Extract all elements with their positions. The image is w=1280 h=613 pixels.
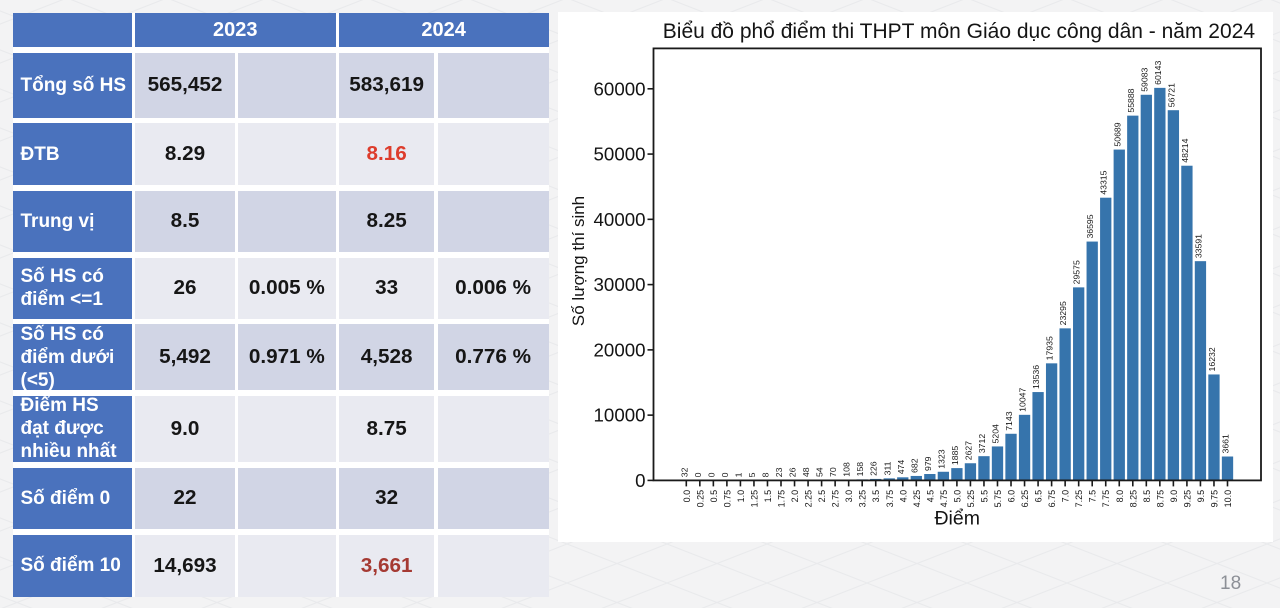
svg-text:54: 54 — [815, 467, 825, 477]
svg-text:7.0: 7.0 — [1061, 490, 1071, 503]
svg-text:70: 70 — [828, 467, 838, 477]
svg-text:4.5: 4.5 — [925, 490, 935, 503]
svg-text:6.5: 6.5 — [1034, 490, 1044, 503]
svg-text:7.5: 7.5 — [1088, 490, 1098, 503]
svg-text:0: 0 — [720, 472, 730, 477]
svg-text:2.5: 2.5 — [817, 490, 827, 503]
svg-text:23: 23 — [774, 467, 784, 477]
svg-text:1.0: 1.0 — [736, 490, 746, 503]
svg-text:2.25: 2.25 — [804, 490, 814, 508]
svg-text:6.0: 6.0 — [1007, 490, 1017, 503]
svg-text:23295: 23295 — [1058, 301, 1068, 325]
svg-text:7143: 7143 — [1004, 411, 1014, 430]
svg-text:4.75: 4.75 — [939, 490, 949, 508]
svg-text:60000: 60000 — [594, 78, 646, 99]
svg-text:9.25: 9.25 — [1182, 490, 1192, 508]
svg-text:0: 0 — [635, 470, 645, 491]
svg-text:6.25: 6.25 — [1020, 490, 1030, 508]
svg-text:7.25: 7.25 — [1074, 490, 1084, 508]
svg-text:13536: 13536 — [1031, 365, 1041, 389]
svg-text:9.75: 9.75 — [1209, 490, 1219, 508]
svg-text:9.5: 9.5 — [1196, 490, 1206, 503]
svg-text:1.5: 1.5 — [763, 490, 773, 503]
svg-text:1885: 1885 — [950, 446, 960, 465]
svg-text:29575: 29575 — [1072, 260, 1082, 284]
svg-text:7.75: 7.75 — [1101, 490, 1111, 508]
svg-text:0.0: 0.0 — [682, 490, 692, 503]
svg-text:55888: 55888 — [1126, 88, 1136, 112]
svg-text:33591: 33591 — [1193, 234, 1203, 258]
svg-text:26: 26 — [788, 467, 798, 477]
svg-text:5.25: 5.25 — [966, 490, 976, 508]
svg-text:20000: 20000 — [594, 339, 646, 360]
svg-text:50689: 50689 — [1112, 122, 1122, 146]
svg-text:Biểu đồ phổ điểm thi THPT môn: Biểu đồ phổ điểm thi THPT môn Giáo dục c… — [663, 20, 1256, 43]
svg-text:8.25: 8.25 — [1128, 490, 1138, 508]
svg-text:2.75: 2.75 — [831, 490, 841, 508]
svg-text:43315: 43315 — [1099, 170, 1109, 194]
svg-text:3.75: 3.75 — [885, 490, 895, 508]
svg-text:Số lượng thí sinh: Số lượng thí sinh — [569, 196, 588, 326]
svg-text:5204: 5204 — [990, 424, 1000, 443]
svg-text:48: 48 — [801, 467, 811, 477]
svg-text:682: 682 — [909, 458, 919, 473]
svg-text:48214: 48214 — [1180, 138, 1190, 162]
svg-text:4.0: 4.0 — [898, 490, 908, 503]
svg-text:8.0: 8.0 — [1115, 490, 1125, 503]
svg-text:2.0: 2.0 — [790, 490, 800, 503]
svg-text:40000: 40000 — [594, 209, 646, 230]
svg-text:2627: 2627 — [963, 441, 973, 460]
svg-text:3.25: 3.25 — [858, 490, 868, 508]
svg-text:17935: 17935 — [1045, 336, 1055, 360]
svg-text:10047: 10047 — [1018, 388, 1028, 412]
svg-text:3.0: 3.0 — [844, 490, 854, 503]
svg-text:158: 158 — [855, 462, 865, 477]
svg-text:6.75: 6.75 — [1047, 490, 1057, 508]
svg-text:36595: 36595 — [1085, 214, 1095, 238]
svg-text:0.25: 0.25 — [695, 490, 705, 508]
svg-text:Điểm: Điểm — [934, 508, 980, 530]
svg-text:3661: 3661 — [1221, 434, 1231, 453]
svg-text:9.0: 9.0 — [1169, 490, 1179, 503]
svg-text:0.75: 0.75 — [722, 490, 732, 508]
svg-text:5.0: 5.0 — [952, 490, 962, 503]
svg-text:60143: 60143 — [1153, 61, 1163, 85]
svg-text:8: 8 — [760, 472, 770, 477]
svg-text:59083: 59083 — [1139, 67, 1149, 91]
svg-text:32: 32 — [679, 467, 689, 477]
svg-text:10000: 10000 — [594, 405, 646, 426]
svg-text:5: 5 — [747, 472, 757, 477]
svg-text:0: 0 — [706, 472, 716, 477]
svg-text:16232: 16232 — [1207, 347, 1217, 371]
svg-text:0: 0 — [693, 472, 703, 477]
svg-text:8.5: 8.5 — [1142, 490, 1152, 503]
svg-text:30000: 30000 — [594, 274, 646, 295]
svg-text:56721: 56721 — [1166, 83, 1176, 107]
svg-text:474: 474 — [896, 460, 906, 475]
svg-text:8.75: 8.75 — [1155, 490, 1165, 508]
svg-text:226: 226 — [869, 461, 879, 476]
svg-text:1.75: 1.75 — [777, 490, 787, 508]
svg-text:979: 979 — [923, 456, 933, 471]
svg-text:5.5: 5.5 — [979, 490, 989, 503]
svg-text:0.5: 0.5 — [709, 490, 719, 503]
svg-text:5.75: 5.75 — [993, 490, 1003, 508]
svg-text:1.25: 1.25 — [749, 490, 759, 508]
svg-text:311: 311 — [882, 461, 892, 475]
svg-text:108: 108 — [842, 462, 852, 477]
svg-text:3.5: 3.5 — [871, 490, 881, 503]
svg-text:4.25: 4.25 — [912, 490, 922, 508]
svg-text:50000: 50000 — [594, 144, 646, 165]
svg-text:1: 1 — [733, 472, 743, 477]
svg-text:1323: 1323 — [936, 449, 946, 468]
svg-text:10.0: 10.0 — [1223, 490, 1233, 508]
svg-text:3712: 3712 — [977, 434, 987, 453]
